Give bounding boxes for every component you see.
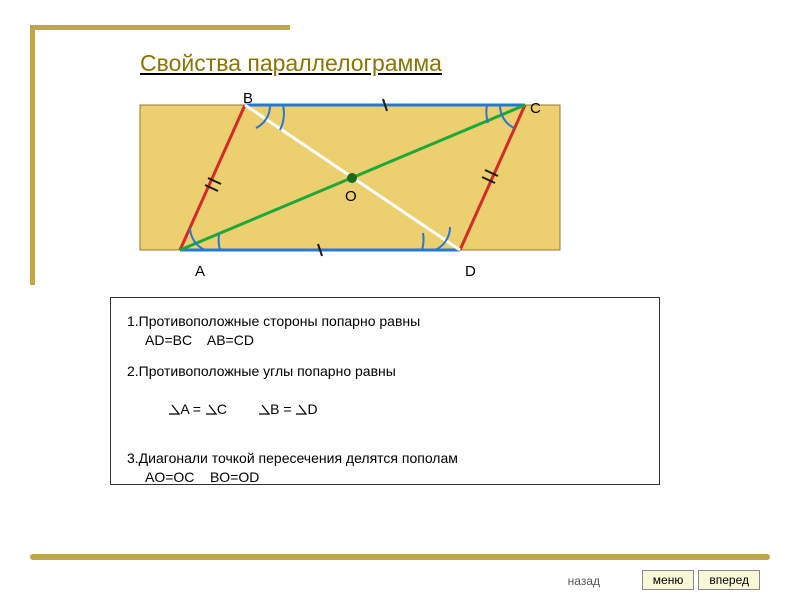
- eq2: =: [279, 401, 295, 417]
- corner-bracket-left: [30, 25, 35, 285]
- menu-button[interactable]: меню: [642, 570, 695, 590]
- angle-icon: [168, 404, 180, 415]
- label-a: А: [195, 263, 205, 280]
- angle-a: A: [180, 401, 189, 417]
- forward-button[interactable]: вперед: [698, 570, 760, 590]
- parallelogram-diagram: А В С D О: [125, 90, 580, 275]
- angle-icon: [258, 404, 270, 415]
- spacer: [227, 401, 258, 417]
- label-c: С: [530, 100, 541, 117]
- angle-c: C: [217, 401, 227, 417]
- title-link[interactable]: Свойства параллелограмма: [140, 50, 442, 76]
- diagram-svg: [125, 90, 580, 275]
- properties-box: 1.Противоположные стороны попарно равны …: [110, 297, 660, 485]
- property-2-head: 2.Противоположные углы попарно равны: [127, 362, 643, 381]
- label-b: В: [243, 90, 253, 107]
- angle-icon: [205, 404, 217, 415]
- nav-buttons: меню вперед: [642, 570, 760, 590]
- property-1-detail: AD=BC AB=CD: [127, 331, 643, 350]
- property-3-head: 3.Диагонали точкой пересечения делятся п…: [127, 449, 643, 468]
- property-3: 3.Диагонали точкой пересечения делятся п…: [127, 449, 643, 487]
- label-o: О: [345, 188, 357, 205]
- page-title: Свойства параллелограмма: [140, 50, 442, 77]
- property-3-detail: AO=OC BO=OD: [127, 468, 643, 487]
- bottom-rule: [30, 554, 770, 560]
- back-label: назад: [568, 574, 600, 588]
- label-d: D: [465, 263, 476, 280]
- eq1: =: [189, 401, 205, 417]
- angle-d: D: [307, 401, 317, 417]
- property-2: 2.Противоположные углы попарно равны A =…: [127, 362, 643, 438]
- property-1-head: 1.Противоположные стороны попарно равны: [127, 312, 643, 331]
- angle-icon: [295, 404, 307, 415]
- property-1: 1.Противоположные стороны попарно равны …: [127, 312, 643, 350]
- property-2-detail: A = C B = D: [127, 381, 643, 438]
